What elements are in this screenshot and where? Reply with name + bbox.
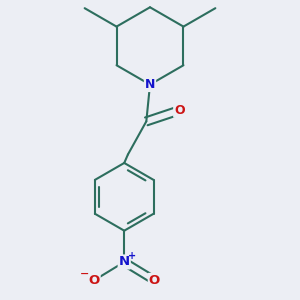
Text: N: N: [119, 256, 130, 268]
Text: O: O: [174, 104, 185, 117]
Text: −: −: [80, 269, 89, 279]
Text: O: O: [88, 274, 100, 287]
Text: N: N: [145, 78, 155, 91]
Text: O: O: [149, 274, 160, 287]
Text: +: +: [128, 251, 136, 261]
